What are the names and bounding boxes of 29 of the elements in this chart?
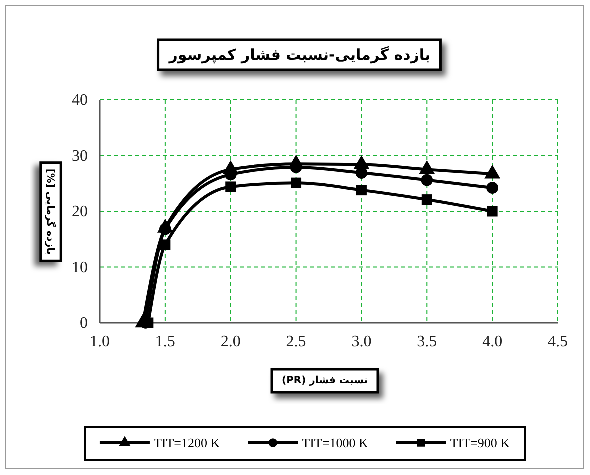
point [487,206,498,217]
point [486,182,498,194]
y-axis-title: بازده گرمایی [%] [44,168,58,256]
y-tick-label: 20 [72,204,88,221]
x-tick-label: 1.5 [155,333,176,350]
y-tick-label: 0 [80,315,88,332]
legend-label: TIT=900 K [450,436,511,450]
point [421,174,434,186]
point [143,318,154,328]
point [356,185,367,196]
y-tick-label: 30 [72,148,88,165]
point [291,178,302,188]
x-axis-title: نسبت فشار (PR) [282,376,368,386]
x-tick-label: 2.5 [286,333,306,350]
y-tick-label: 10 [72,259,88,276]
x-tick-label: 4.0 [482,333,503,350]
x-tick-label: 4.5 [548,333,568,350]
point [422,194,432,206]
point [160,240,171,250]
x-tick-label: 3.5 [417,333,438,350]
x-tick-label: 2.0 [220,333,241,350]
point [160,223,172,236]
legend-label: TIT=1200 K [154,436,221,450]
legend-label: TIT=1000 K [302,436,369,450]
chart-title: بازده گرمایی-نسبت فشار کمپرسور [168,46,431,64]
y-tick-label: 40 [72,92,88,110]
x-tick-label: 1.0 [90,333,110,350]
point [226,182,236,192]
x-tick-label: 3.0 [352,333,372,350]
